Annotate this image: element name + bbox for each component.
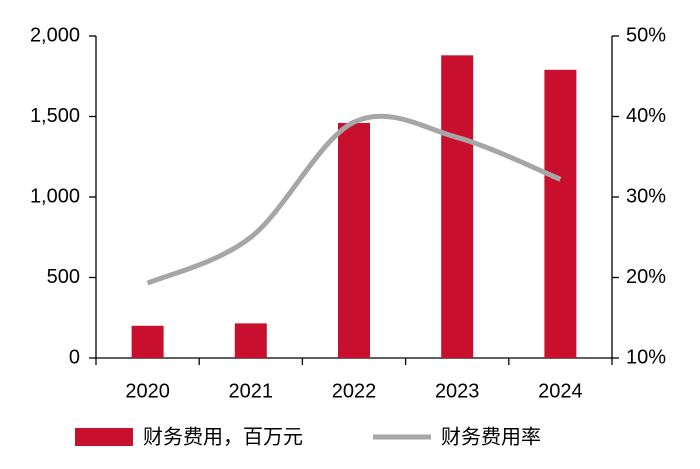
x-tick-label: 2021 — [229, 380, 274, 402]
y2-tick-label: 40% — [626, 105, 666, 127]
y-tick-label: 0 — [69, 346, 80, 368]
x-tick-label: 2020 — [125, 380, 170, 402]
y-tick-label: 2,000 — [30, 24, 80, 46]
bar — [338, 122, 370, 358]
y2-tick-label: 10% — [626, 346, 666, 368]
legend-swatch — [75, 428, 133, 446]
bar — [544, 69, 577, 358]
y-tick-label: 1,500 — [30, 105, 80, 127]
y2-tick-label: 20% — [626, 266, 666, 288]
y2-tick-label: 30% — [626, 185, 666, 207]
x-tick-label: 2024 — [538, 380, 583, 402]
bar — [441, 55, 474, 358]
y2-tick-label: 50% — [626, 24, 666, 46]
legend-label: 财务费用，百万元 — [143, 425, 303, 448]
bar — [131, 325, 164, 358]
bar — [234, 323, 267, 358]
y-tick-label: 500 — [47, 266, 80, 288]
x-tick-label: 2022 — [332, 380, 377, 402]
line — [146, 113, 562, 286]
x-tick-label: 2023 — [435, 380, 480, 402]
y-tick-label: 1,000 — [30, 185, 80, 207]
legend-label: 财务费用率 — [441, 425, 541, 448]
